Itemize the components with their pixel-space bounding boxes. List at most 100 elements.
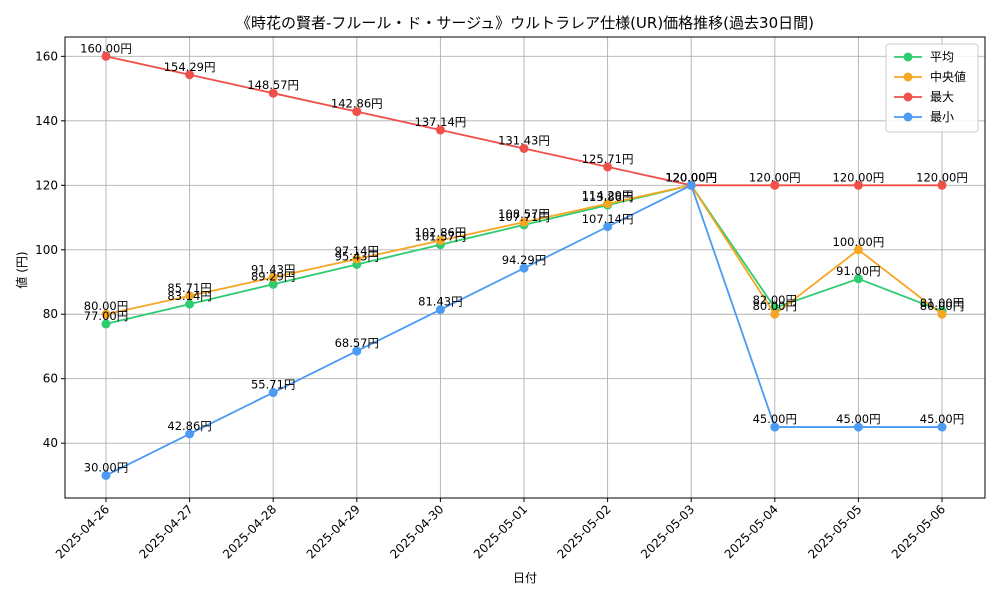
x-tick-label-2025-04-30: 2025-04-30 [387,502,446,561]
data-label-平均-6: 113.86円 [582,190,634,204]
data-point-中央値-1 [185,291,195,301]
data-point-中央値-5 [519,217,529,227]
series-layer [101,51,947,480]
data-label-最大-5: 131.43円 [498,133,550,147]
data-label-最小-9: 45.00円 [836,412,880,426]
y-tick-label-120: 120 [35,178,58,192]
data-label-最小-4: 81.43円 [418,295,462,309]
data-point-中央値-6 [603,199,613,209]
data-point-中央値-3 [352,254,362,264]
data-point-最小-7 [686,180,696,190]
data-label-最小-8: 45.00円 [753,412,797,426]
x-tick-label-2025-05-03: 2025-05-03 [638,502,697,561]
data-point-最大-4 [435,125,445,135]
data-label-中央値-2: 91.43円 [251,262,295,276]
data-label-最大-7: 120.00円 [665,170,717,184]
data-point-最小-9 [853,422,863,432]
legend-marker-平均 [903,52,913,62]
data-label-最小-0: 30.00円 [84,460,128,474]
data-label-最小-2: 55.71円 [251,378,295,392]
x-axis-label: 日付 [513,571,537,585]
legend-label-最小: 最小 [930,110,954,124]
x-tick-label-2025-04-27: 2025-04-27 [137,502,196,561]
y-tick-label-60: 60 [43,372,58,386]
data-label-最大-10: 120.00円 [916,170,968,184]
data-point-最小-0 [101,470,111,480]
data-label-最大-0: 160.00円 [80,41,132,55]
data-label-平均-8: 82.00円 [753,293,797,307]
data-label-平均-3: 95.43円 [335,250,379,264]
data-labels: 77.00円 83.14円 89.29円 95.43円 101.57円 107.71円 11… [80,41,968,474]
y-axis-label: 値 (円) [14,251,29,288]
data-label-最大-3: 142.86円 [331,97,383,111]
data-point-最小-6 [603,222,613,232]
data-point-中央値-10 [937,309,947,319]
data-point-最小-10 [937,422,947,432]
data-point-最大-5 [519,143,529,153]
data-label-中央値-10: 80.00円 [920,299,964,313]
legend-marker-最大 [903,92,913,102]
data-label-平均-5: 107.71円 [498,210,550,224]
data-point-中央値-4 [435,236,445,246]
data-point-平均-2 [268,279,278,289]
data-point-中央値-8 [770,309,780,319]
legend-marker-中央値 [903,72,913,82]
legend-label-最大: 最大 [930,90,954,104]
data-point-最小-2 [268,388,278,398]
y-tick-label-100: 100 [35,243,58,257]
y-tick-label-80: 80 [43,307,58,321]
data-label-最大-2: 148.57円 [247,78,299,92]
data-label-最小-10: 45.00円 [920,412,964,426]
data-label-最小-3: 68.57円 [335,336,379,350]
data-label-最小-7: 120.00円 [665,170,717,184]
legend-marker-最小 [903,112,913,122]
data-label-最小-5: 94.29円 [502,253,546,267]
data-label-平均-2: 89.29円 [251,269,295,283]
chart-title: 《時花の賢者-フルール・ド・サージュ》ウルトラレア仕様(UR)価格推移(過去30… [236,14,814,32]
data-point-平均-9 [853,274,863,284]
plot-frame [64,36,986,499]
data-label-中央値-3: 97.14円 [335,244,379,258]
x-tick-label-2025-04-29: 2025-04-29 [304,502,363,561]
y-tick-label-160: 160 [35,49,58,63]
data-point-最大-3 [352,107,362,117]
data-point-最小-4 [435,305,445,315]
legend-label-中央値: 中央値 [930,69,966,84]
data-label-最大-6: 125.71円 [582,152,634,166]
data-label-中央値-8: 80.00円 [753,299,797,313]
x-tick-label-2025-05-02: 2025-05-02 [555,502,614,561]
data-point-中央値-9 [853,245,863,255]
legend-box [885,43,979,133]
data-label-最大-1: 154.29円 [164,60,216,74]
data-label-中央値-6: 114.29円 [582,189,634,203]
legend-label-平均: 平均 [930,50,954,64]
data-point-最大-0 [101,51,111,61]
data-label-中央値-4: 102.86円 [415,226,467,240]
data-label-最小-6: 107.14円 [582,212,634,226]
data-label-平均-1: 83.14円 [167,289,211,303]
data-label-平均-9: 91.00円 [836,264,880,278]
x-tick-label-2025-05-06: 2025-05-06 [889,502,948,561]
data-label-平均-0: 77.00円 [84,309,128,323]
data-label-最大-4: 137.14円 [415,115,467,129]
data-label-中央値-1: 85.71円 [167,281,211,295]
data-point-最大-9 [853,180,863,190]
x-tick-label-2025-04-28: 2025-04-28 [220,502,279,561]
data-point-最小-1 [185,429,195,439]
x-tick-label-2025-05-04: 2025-05-04 [722,502,781,561]
data-point-最大-1 [185,70,195,80]
data-point-最小-3 [352,346,362,356]
data-label-最大-8: 120.00円 [749,170,801,184]
data-point-最小-5 [519,263,529,273]
x-tick-label-2025-05-05: 2025-05-05 [805,502,864,561]
data-label-平均-10: 81.00円 [920,296,964,310]
data-point-平均-0 [101,319,111,329]
data-point-中央値-2 [268,272,278,282]
data-point-最大-6 [603,162,613,172]
x-tick-label-2025-04-26: 2025-04-26 [53,502,112,561]
y-tick-label-40: 40 [43,436,58,450]
data-label-平均-7: 120.00円 [665,170,717,184]
data-label-中央値-0: 80.00円 [84,299,128,313]
data-point-最大-2 [268,88,278,98]
